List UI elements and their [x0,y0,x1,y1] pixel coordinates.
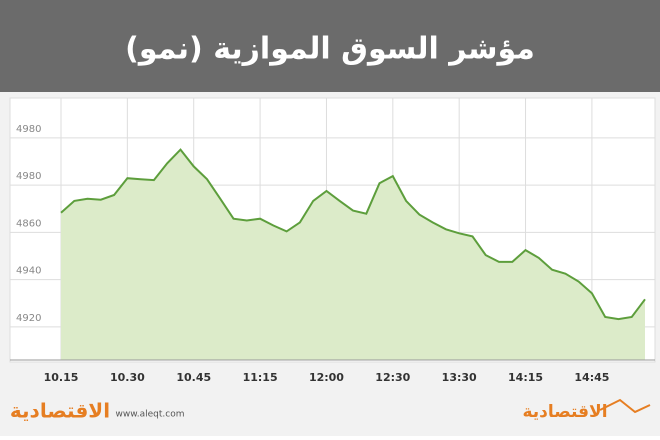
url: www.aleqt.com [116,410,185,420]
y-tick-label: 4860 [16,218,41,229]
x-tick-label: 10.15 [44,371,79,384]
x-tick-label: 14:45 [574,371,609,384]
x-tick-label: 12:00 [309,371,344,384]
y-tick-label: 4920 [16,313,41,324]
x-tick-label: 12:30 [375,371,410,384]
x-tick-label: 14:15 [508,371,543,384]
area-fill [61,149,645,360]
x-tick-label: 11:15 [243,371,278,384]
logo-graphic [599,398,651,414]
x-tick-label: 13:30 [442,371,477,384]
header [0,0,660,92]
y-tick-label: 4940 [16,266,41,277]
logo-right: الاقتصادية [522,402,607,422]
y-tick-label: 4980 [16,124,41,135]
x-tick-label: 10.30 [110,371,145,384]
x-tick-label: 10.45 [176,371,211,384]
logo-left: الاقتصادية [10,399,110,423]
line [60,148,646,321]
chart-title: مؤشر السوق الموازية (نمو) [125,32,535,67]
y-tick-label: 4980 [16,171,41,182]
